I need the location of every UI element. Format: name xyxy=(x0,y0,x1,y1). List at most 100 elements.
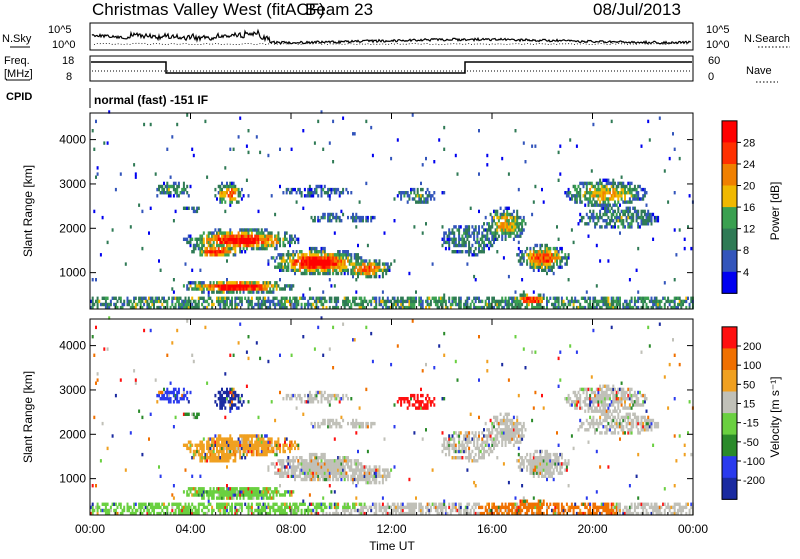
power-cell xyxy=(592,213,594,216)
velocity-cell xyxy=(354,506,356,509)
power-cell xyxy=(413,191,415,194)
velocity-cell xyxy=(258,450,260,453)
power-cell xyxy=(617,185,619,188)
power-cell xyxy=(448,297,450,300)
velocity-cell xyxy=(269,509,271,512)
power-cell xyxy=(460,297,462,300)
power-cell xyxy=(330,297,332,300)
power-cell xyxy=(624,197,626,200)
velocity-cell xyxy=(314,425,316,428)
power-cell xyxy=(258,300,260,303)
velocity-cell xyxy=(287,394,289,397)
power-cell xyxy=(390,300,392,303)
velocity-cell xyxy=(263,496,265,499)
power-cell xyxy=(621,197,623,200)
power-cell xyxy=(443,238,445,241)
power-cell xyxy=(209,281,211,284)
velocity-cell xyxy=(302,335,304,338)
power-cell xyxy=(617,200,619,203)
power-cell xyxy=(219,185,221,188)
power-cell xyxy=(664,303,666,306)
power-cell xyxy=(586,290,588,293)
velocity-cell xyxy=(241,403,243,406)
velocity-cell xyxy=(226,465,228,468)
velocity-cell xyxy=(209,459,211,462)
power-cell xyxy=(397,297,399,300)
power-cell xyxy=(631,225,633,228)
power-cell xyxy=(213,303,215,306)
power-cell xyxy=(244,250,246,253)
power-cell xyxy=(272,287,274,290)
power-cell xyxy=(309,185,311,188)
velocity-cell xyxy=(110,506,112,509)
velocity-cell xyxy=(105,506,107,509)
velocity-cell xyxy=(241,487,243,490)
velocity-cell xyxy=(133,506,135,509)
velocity-cell xyxy=(236,503,238,506)
velocity-cell xyxy=(238,394,240,397)
velocity-cell xyxy=(170,397,172,400)
velocity-cell xyxy=(236,493,238,496)
power-cell xyxy=(420,182,422,185)
velocity-cell xyxy=(143,329,145,332)
power-cell xyxy=(526,294,528,297)
velocity-cell xyxy=(306,478,308,481)
power-cell xyxy=(267,154,269,157)
power-cell xyxy=(228,253,230,256)
power-cell xyxy=(317,269,319,272)
power-cell xyxy=(473,275,475,278)
power-cell xyxy=(321,300,323,303)
velocity-cell xyxy=(365,388,367,391)
colorbar-tick-label: 16 xyxy=(743,202,755,214)
power-cell xyxy=(379,297,381,300)
power-cell xyxy=(433,160,435,163)
power-cell xyxy=(344,262,346,265)
velocity-cell xyxy=(234,391,236,394)
power-cell xyxy=(637,194,639,197)
power-cell xyxy=(370,126,372,129)
velocity-cell xyxy=(186,490,188,493)
power-cell xyxy=(316,303,318,306)
velocity-cell xyxy=(312,503,314,506)
power-cell xyxy=(347,272,349,275)
power-cell xyxy=(186,284,188,287)
velocity-cell xyxy=(317,422,319,425)
power-cell xyxy=(224,166,226,169)
velocity-cell xyxy=(186,444,188,447)
power-cell xyxy=(123,303,125,306)
power-cell xyxy=(455,225,457,228)
power-cell xyxy=(523,290,525,293)
power-cell xyxy=(337,300,339,303)
power-cell xyxy=(531,145,533,148)
velocity-cell xyxy=(180,503,182,506)
velocity-cell xyxy=(382,481,384,484)
velocity-cell xyxy=(168,503,170,506)
power-cell xyxy=(324,216,326,219)
power-cell xyxy=(98,300,100,303)
power-cell xyxy=(204,120,206,123)
velocity-cell xyxy=(198,413,200,416)
velocity-cell xyxy=(236,444,238,447)
power-cell xyxy=(317,120,319,123)
power-cell xyxy=(211,300,213,303)
power-cell xyxy=(622,303,624,306)
power-cell xyxy=(186,185,188,188)
velocity-cell xyxy=(136,509,138,512)
velocity-cell xyxy=(102,509,104,512)
velocity-cell xyxy=(223,496,225,499)
power-cell xyxy=(427,197,429,200)
power-cell xyxy=(452,228,454,231)
power-cell xyxy=(417,188,419,191)
velocity-cell xyxy=(120,506,122,509)
power-cell xyxy=(521,225,523,228)
power-cell xyxy=(493,297,495,300)
velocity-cell xyxy=(317,400,319,403)
colorbar-tick-label: 4 xyxy=(743,267,749,279)
power-cell xyxy=(657,219,659,222)
power-cell xyxy=(433,197,435,200)
power-cell xyxy=(314,219,316,222)
power-cell xyxy=(402,297,404,300)
power-cell xyxy=(457,172,459,175)
velocity-cell xyxy=(316,509,318,512)
velocity-cell xyxy=(382,503,384,506)
